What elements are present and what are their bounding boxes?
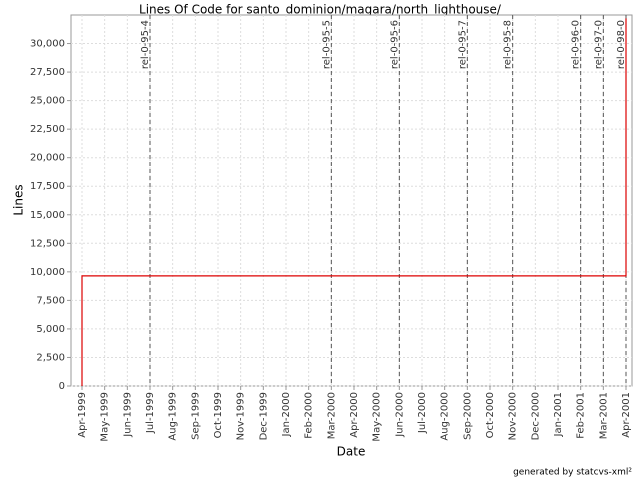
release-label: rel-0-98-0 <box>616 20 627 69</box>
y-tick-label: 27,500 <box>30 67 65 78</box>
x-tick-label: Mar-2001 <box>598 392 609 439</box>
y-tick-label: 30,000 <box>30 39 65 50</box>
x-tick-label: Aug-1999 <box>168 392 179 441</box>
release-label: rel-0-95-6 <box>389 20 400 69</box>
x-tick-label: Feb-2001 <box>576 392 587 439</box>
x-tick-label: Jan-2000 <box>281 392 292 437</box>
footer: generated by statcvs-xml² <box>513 468 632 478</box>
y-tick-label: 22,500 <box>30 124 65 135</box>
y-tick-label: 25,000 <box>30 96 65 107</box>
release-label: rel-0-95-5 <box>321 20 332 69</box>
x-tick-label: Jun-1999 <box>122 392 133 438</box>
release-label: rel-0-97-0 <box>593 20 604 69</box>
y-tick-label: 20,000 <box>30 153 65 164</box>
x-tick-label: Dec-2000 <box>530 392 541 440</box>
line <box>81 18 627 386</box>
x-tick-label: Apr-1999 <box>77 392 88 438</box>
x-tick-label: Feb-2000 <box>304 392 315 439</box>
x-tick-label: Oct-2000 <box>485 392 496 438</box>
y-tick-label: 7,500 <box>36 295 65 306</box>
x-tick-label: Sep-2000 <box>462 392 473 440</box>
x-tick-label: Apr-2001 <box>621 392 632 438</box>
x-tick-label: Jul-2000 <box>417 392 428 434</box>
x-axis-label: Date <box>337 445 366 459</box>
x-tick-label: Mar-2000 <box>326 392 337 439</box>
x-tick-label: May-1999 <box>100 392 111 442</box>
y-axis-label: Lines <box>12 184 26 215</box>
release-label: rel-0-95-8 <box>503 20 514 69</box>
x-tick-label: Aug-2000 <box>440 392 451 441</box>
x-tick-label: Nov-1999 <box>236 392 247 440</box>
x-tick-label: Jun-2000 <box>394 392 405 438</box>
x-tick-label: Nov-2000 <box>508 392 519 440</box>
x-tick-label: May-2000 <box>372 392 383 442</box>
release-label: rel-0-95-4 <box>140 20 151 69</box>
x-tick-label: Apr-2000 <box>349 392 360 438</box>
x-tick-label: Oct-1999 <box>213 392 224 438</box>
y-tick-label: 15,000 <box>30 210 65 221</box>
y-tick-label: 5,000 <box>36 324 65 335</box>
x-tick-label: Jul-1999 <box>145 392 156 434</box>
plot-area <box>70 14 633 387</box>
y-tick-label: 17,500 <box>30 181 65 192</box>
release-label: rel-0-96-0 <box>571 20 582 69</box>
release-label: rel-0-95-7 <box>457 20 468 69</box>
x-tick-label: Dec-1999 <box>258 392 269 440</box>
y-tick-label: 2,500 <box>36 352 65 363</box>
y-tick-label: 12,500 <box>30 238 65 249</box>
chart-title: Lines Of Code for santo_dominion/magara/… <box>139 3 502 17</box>
x-tick-label: Jan-2001 <box>553 392 564 437</box>
x-tick-label: Sep-1999 <box>190 392 201 440</box>
y-tick-label: 0 <box>59 381 65 392</box>
y-tick-label: 10,000 <box>30 267 65 278</box>
